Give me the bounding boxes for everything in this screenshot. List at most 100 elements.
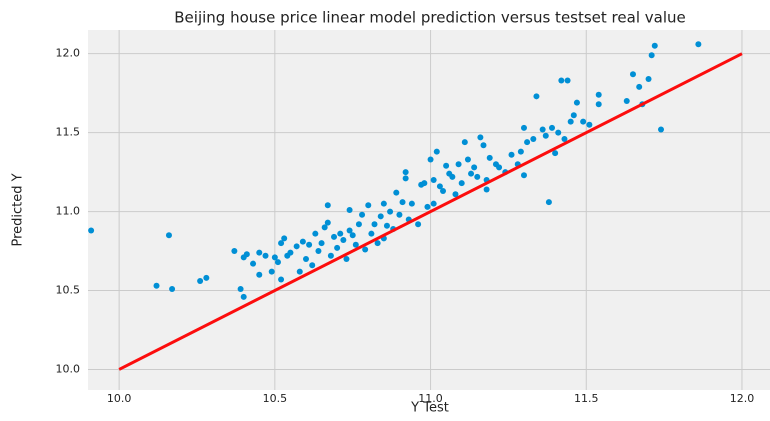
scatter-point (486, 154, 493, 161)
scatter-point (464, 156, 471, 163)
scatter-point (309, 262, 316, 269)
scatter-point (256, 249, 263, 256)
scatter-point (393, 189, 400, 196)
scatter-point (352, 241, 359, 248)
scatter-point (169, 285, 176, 292)
scatter-point (461, 139, 468, 146)
x-tick-label: 11.5 (574, 392, 599, 405)
scatter-point (474, 173, 481, 180)
scatter-point (331, 233, 338, 240)
scatter-point (542, 132, 549, 139)
y-tick-label: 10.5 (56, 284, 81, 297)
y-tick-label: 12.0 (56, 47, 81, 60)
scatter-point (281, 235, 288, 242)
scatter-point (520, 172, 527, 179)
y-tick-label: 11.0 (56, 205, 81, 218)
scatter-point (321, 224, 328, 231)
scatter-point (421, 180, 428, 187)
scatter-point (278, 240, 285, 247)
scatter-point (396, 211, 403, 218)
scatter-point (651, 42, 658, 49)
scatter-point (262, 252, 269, 259)
scatter-point (287, 249, 294, 256)
scatter-point (368, 230, 375, 237)
y-axis-label: Predicted Y (11, 173, 26, 246)
scatter-point (530, 135, 537, 142)
scatter-point (278, 276, 285, 283)
scatter-point (324, 219, 331, 226)
scatter-point (374, 240, 381, 247)
scatter-point (452, 191, 459, 198)
scatter-point (197, 278, 204, 285)
scatter-point (231, 248, 238, 255)
scatter-point (355, 221, 362, 228)
fit-line (118, 52, 743, 371)
scatter-point (346, 227, 353, 234)
x-tick-label: 12.0 (730, 392, 755, 405)
scatter-point (658, 126, 665, 133)
scatter-point (483, 186, 490, 193)
scatter-point (496, 164, 503, 171)
scatter-point (471, 164, 478, 171)
scatter-point (436, 183, 443, 190)
scatter-point (440, 188, 447, 195)
scatter-point (274, 259, 281, 266)
scatter-point (570, 112, 577, 119)
scatter-point (545, 199, 552, 206)
scatter-point (371, 221, 378, 228)
scatter-point (380, 200, 387, 207)
scatter-point (508, 151, 515, 158)
scatter-point (443, 162, 450, 169)
scatter-point (433, 148, 440, 155)
scatter-point (595, 101, 602, 108)
scatter-point (468, 170, 475, 177)
scatter-point (240, 293, 247, 300)
plot-area (88, 30, 770, 390)
scatter-point (365, 202, 372, 209)
scatter-point (387, 208, 394, 215)
x-tick-label: 10.5 (263, 392, 288, 405)
chart-title: Beijing house price linear model predict… (174, 9, 685, 27)
scatter-point (480, 142, 487, 149)
scatter-point (343, 255, 350, 262)
scatter-point (580, 118, 587, 125)
scatter-point (552, 150, 559, 157)
scatter-point (636, 83, 643, 90)
scatter-point (337, 230, 344, 237)
scatter-point (520, 124, 527, 131)
scatter-point (561, 135, 568, 142)
scatter-point (430, 177, 437, 183)
x-tick-label: 10.0 (107, 392, 132, 405)
scatter-point (256, 271, 263, 278)
scatter-point (533, 93, 540, 100)
scatter-point (315, 248, 322, 255)
scatter-point (455, 161, 462, 168)
x-tick-label: 11.0 (418, 392, 443, 405)
scatter-point (237, 285, 244, 292)
scatter-point (318, 240, 325, 247)
x-axis-label: Y Test (410, 401, 449, 416)
scatter-point (153, 282, 160, 289)
scatter-point (558, 77, 565, 84)
y-tick-label: 10.0 (56, 362, 81, 375)
scatter-point (402, 169, 409, 176)
scatter-point (645, 75, 652, 82)
scatter-point (430, 200, 437, 207)
scatter-point (327, 252, 334, 259)
scatter-point (359, 211, 366, 218)
scatter-point (539, 126, 546, 133)
scatter-point (377, 213, 384, 220)
scatter-point (312, 230, 319, 237)
scatter-point (299, 238, 306, 245)
scatter-point (243, 251, 250, 258)
scatter-point (383, 222, 390, 229)
scatter-point (427, 156, 434, 163)
scatter-point (362, 246, 369, 253)
scatter-point (695, 41, 702, 48)
scatter-point (549, 124, 556, 131)
scatter-point (293, 243, 300, 250)
scatter-point (271, 254, 278, 261)
scatter-point (399, 199, 406, 206)
scatter-point (477, 134, 484, 141)
